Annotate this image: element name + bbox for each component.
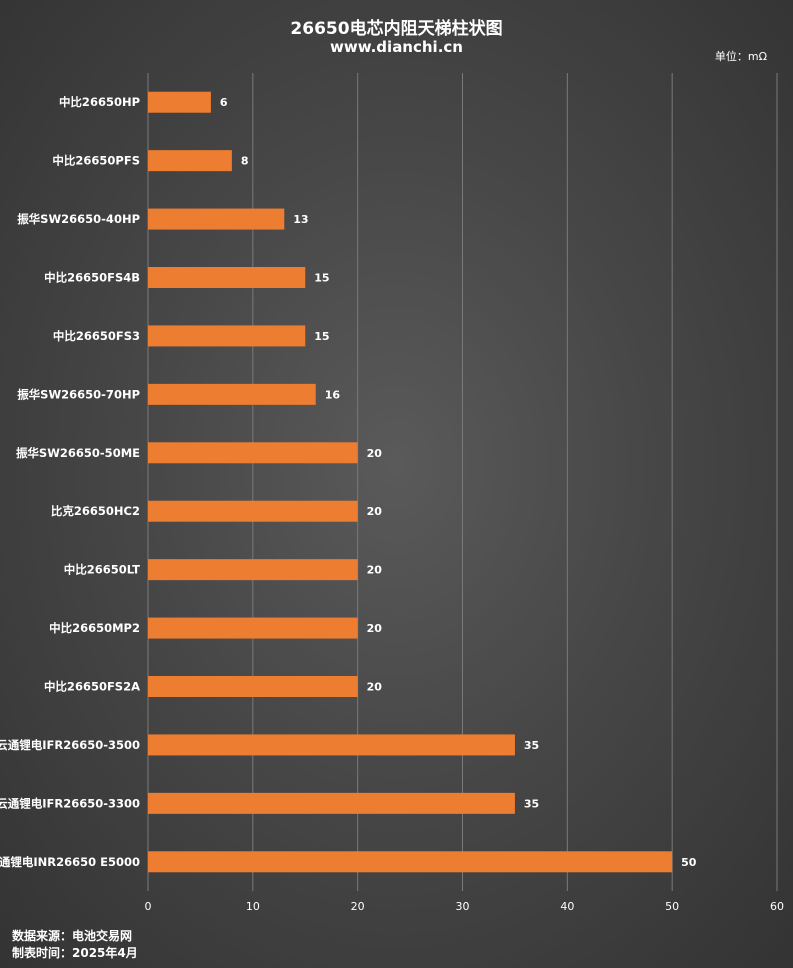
bar — [148, 383, 316, 405]
grid-lines — [147, 73, 778, 891]
bar — [148, 559, 358, 581]
bar — [148, 150, 232, 172]
category-label: 中比26650FS3 — [53, 329, 140, 343]
bars — [148, 91, 673, 873]
data-source-note: 数据来源：电池交易网 — [12, 929, 133, 943]
data-label: 50 — [681, 856, 697, 869]
chart-subtitle: www.dianchi.cn — [330, 38, 463, 56]
bar — [148, 267, 306, 288]
x-tick-label: 10 — [246, 900, 260, 913]
category-label: 中比26650FS2A — [44, 680, 140, 694]
data-label: 20 — [367, 505, 383, 518]
x-tick-label: 20 — [351, 900, 365, 913]
bar — [148, 617, 358, 639]
category-label: 云通锂电INR26650 E5000 — [0, 855, 140, 869]
bar — [148, 325, 306, 347]
category-label: 云通锂电IFR26650-3300 — [0, 796, 140, 810]
data-label: 20 — [367, 447, 383, 460]
unit-label: 单位：mΩ — [714, 50, 767, 63]
data-label: 35 — [524, 797, 539, 810]
data-label: 20 — [367, 681, 383, 694]
category-label: 中比26650PFS — [52, 154, 140, 168]
labels: 0 10 20 30 40 50 60 中比26650HP 6 中比26650PFS 8 振华SW26… — [0, 95, 784, 913]
made-date-note: 制表时间：2025年4月 — [12, 946, 138, 960]
category-label: 云通锂电IFR26650-3500 — [0, 738, 140, 752]
data-label: 15 — [314, 272, 329, 285]
data-label: 20 — [367, 622, 383, 635]
x-tick-label: 0 — [145, 900, 152, 913]
chart-title: 26650电芯内阻天梯柱状图 — [290, 19, 503, 39]
bar — [148, 734, 515, 756]
x-tick-label: 50 — [665, 900, 679, 913]
data-label: 8 — [241, 155, 249, 168]
data-label: 15 — [314, 330, 329, 343]
category-label: 中比26650LT — [64, 563, 140, 577]
x-tick-label: 40 — [560, 900, 574, 913]
x-tick-label: 60 — [770, 900, 784, 913]
data-label: 16 — [325, 388, 341, 401]
category-label: 中比26650MP2 — [49, 621, 140, 635]
x-tick-label: 30 — [456, 900, 470, 913]
category-label: 中比26650FS4B — [44, 271, 140, 285]
data-label: 20 — [367, 564, 383, 577]
category-label: 比克26650HC2 — [51, 504, 140, 518]
bar — [148, 851, 673, 873]
data-label: 35 — [524, 739, 539, 752]
bar — [148, 676, 358, 697]
category-label: 振华SW26650-50ME — [16, 446, 140, 460]
bar — [148, 208, 285, 230]
category-label: 中比26650HP — [59, 95, 140, 109]
bar — [148, 792, 515, 814]
category-label: 振华SW26650-70HP — [17, 387, 140, 401]
data-label: 6 — [220, 96, 228, 109]
bar — [148, 91, 211, 113]
category-label: 振华SW26650-40HP — [17, 212, 140, 226]
bar — [148, 442, 358, 464]
data-label: 13 — [293, 213, 308, 226]
bar — [148, 500, 358, 522]
